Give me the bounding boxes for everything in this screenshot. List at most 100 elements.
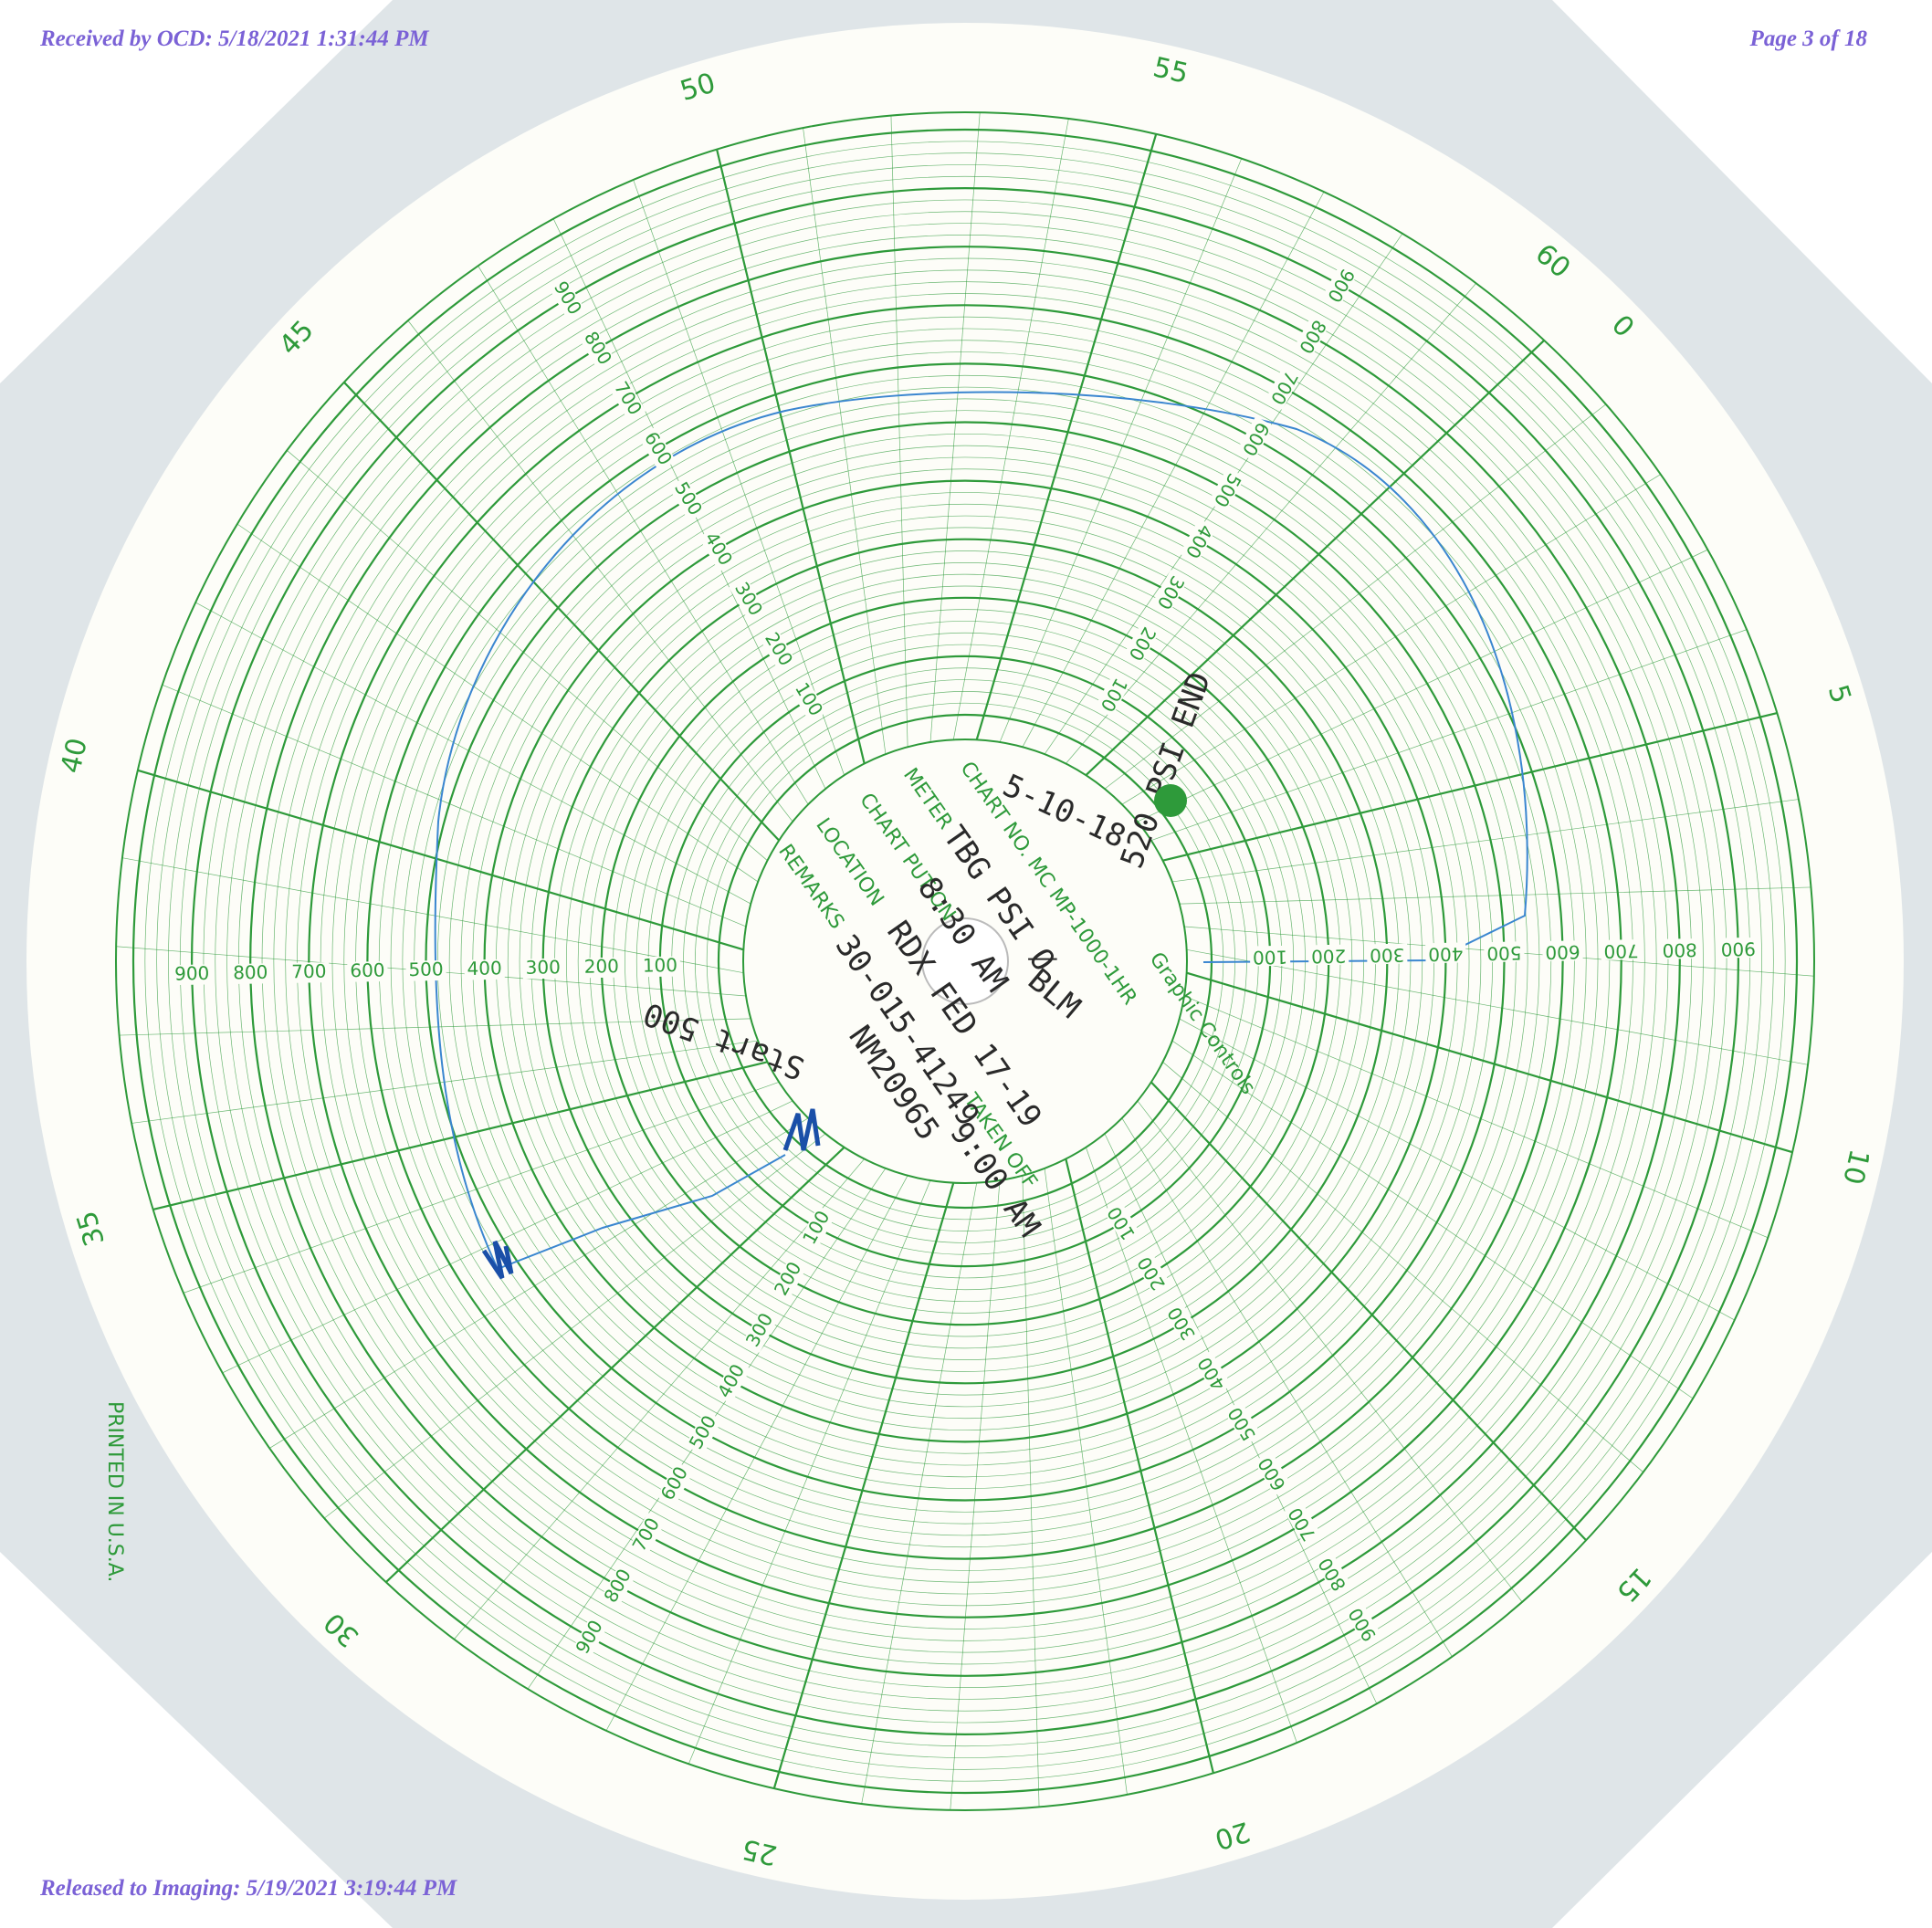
pressure-label-bg [789,677,827,723]
time-line [716,149,866,764]
pressure-label-bg [1314,1551,1352,1597]
time-line [772,1182,955,1789]
pressure-label: 400 [467,957,502,980]
pressure-ring [261,257,1669,1665]
pressure-label-bg [548,276,586,321]
printed-note: PRINTED IN U.S.A. [103,1401,126,1582]
pressure-label-bg [713,1358,751,1404]
pressure-label-bg [1133,1250,1171,1295]
pressure-label: 700 [291,960,327,983]
pressure-label-bg [639,956,681,978]
pressure-label: 200 [584,955,620,978]
time-line [384,1146,845,1583]
pressure-label: 100 [1253,946,1288,969]
time-line [1162,712,1778,862]
pressure-label: 900 [1720,938,1756,960]
pressure-ring [131,128,1799,1795]
time-line [1150,1081,1587,1542]
pressure-label-bg [572,1615,609,1661]
pressure-ring [179,175,1751,1747]
pressure-label-bg [1094,672,1132,718]
pressure-label: 100 [643,954,678,977]
pressure-label-bg [522,958,563,980]
pressure-label-bg [1542,940,1583,961]
pressure-label-bg [1601,939,1642,960]
pressure-ring [460,456,1470,1466]
pressure-label-bg [1321,262,1359,308]
pressure-label-bg [1367,943,1408,965]
pressure-label-bg [1717,937,1759,959]
pressure-label-bg [638,426,677,472]
minute-label: 55 [1150,51,1192,90]
pressure-label-bg [628,1513,666,1558]
time-line [1065,1158,1214,1774]
center-hole [921,917,1009,1005]
received-stamp: Received by OCD: 5/18/2021 1:31:44 PM [39,26,429,51]
pressure-label: 200 [1311,945,1347,968]
pressure-ring [331,328,1599,1595]
time-line [975,133,1158,740]
pressure-label-bg [1484,941,1525,963]
pressure-label-bg [464,959,505,980]
pressure-label-bg [1103,1200,1141,1245]
pressure-label-bg [1284,1501,1322,1546]
pressure-label-bg [1425,942,1466,964]
pressure-label: 600 [1545,941,1580,964]
pressure-ring [285,281,1645,1641]
pressure-ring [343,340,1587,1583]
pressure-label-bg [798,1205,836,1251]
pressure-label-bg [1249,945,1291,967]
page-number: Page 3 of 18 [1749,26,1868,51]
pen-trace-scribble [481,1108,821,1280]
released-stamp: Released to Imaging: 5/19/2021 3:19:44 P… [39,1876,457,1901]
pressure-label: 900 [174,962,210,985]
pressure-label: 400 [1428,943,1464,966]
pressure-label-bg [347,961,388,982]
pressure-ring [203,199,1727,1724]
grid-edge [115,111,1815,1811]
pressure-label: 500 [1486,942,1522,965]
pressure-label-bg [608,376,646,422]
time-line [1186,971,1793,1154]
pressure-label-bg [759,627,797,673]
pressure-ring [168,164,1762,1758]
pressure-label-bg [1307,944,1349,966]
pressure-label-bg [1207,466,1245,513]
pressure-label-bg [685,1409,723,1456]
pressure-ring [378,374,1552,1548]
pressure-ring [402,398,1528,1525]
pressure-label-bg [600,1564,637,1609]
pressure-label-bg [581,957,623,979]
time-line [343,381,781,842]
pressure-label-bg [172,964,213,986]
brand-logo [1154,784,1187,817]
pressure-ring [273,269,1657,1653]
pen-trace [434,391,1528,1271]
pressure-ring [320,316,1611,1607]
pressure-ring [448,445,1482,1478]
minute-label: 10 [1836,1147,1875,1188]
pressure-label-bg [1659,938,1700,959]
pressure-label-bg [668,477,707,522]
pressure-label-bg [230,963,271,985]
pressure-label: 600 [350,959,385,982]
pressure-label: 700 [1603,940,1639,963]
pressure-label-bg [698,527,737,572]
pressure-label-bg [289,962,330,983]
pressure-label-bg [1163,1300,1202,1346]
pressure-label-bg [1223,1400,1262,1446]
pressure-ring [190,186,1740,1736]
pressure-label-bg [1344,1601,1382,1647]
pressure-ring [390,386,1540,1536]
pressure-label: 800 [1662,939,1697,962]
pressure-label: 300 [1370,944,1405,967]
pressure-label: 300 [525,956,561,979]
pressure-label-bg [1150,570,1189,615]
pressure-label-bg [770,1256,808,1302]
pressure-ring [366,362,1564,1560]
pressure-label-bg [405,959,446,981]
time-line [1085,340,1546,777]
pressure-ring [297,293,1633,1629]
pressure-ring [238,235,1692,1688]
